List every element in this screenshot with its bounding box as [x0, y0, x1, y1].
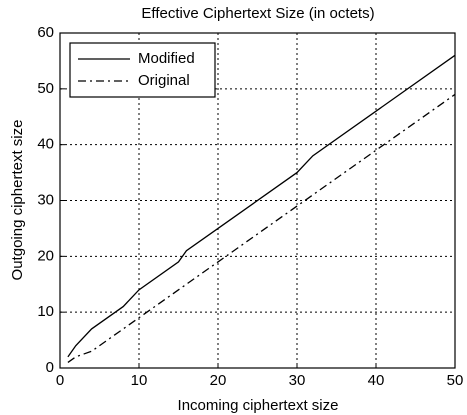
x-tick-label: 30 [289, 372, 306, 389]
y-tick-label: 40 [37, 136, 54, 153]
x-tick-label: 50 [447, 372, 464, 389]
y-tick-label: 30 [37, 191, 54, 208]
x-tick-label: 40 [368, 372, 385, 389]
legend-label: Original [138, 72, 190, 89]
x-tick-label: 10 [131, 372, 148, 389]
legend-label: Modified [138, 50, 195, 67]
x-tick-label: 0 [56, 372, 64, 389]
y-tick-label: 10 [37, 303, 54, 320]
y-tick-label: 0 [46, 359, 54, 376]
series-line [67, 93, 456, 363]
y-axis-label: Outgoing ciphertext size [9, 120, 26, 281]
plot-frame [59, 32, 456, 369]
y-tick-label: 20 [37, 247, 54, 264]
chart-title: Effective Ciphertext Size (in octets) [141, 5, 374, 22]
x-axis-label: Incoming ciphertext size [178, 397, 339, 414]
y-tick-label: 60 [37, 24, 54, 41]
legend-box [69, 42, 216, 98]
series-line [67, 54, 456, 358]
y-tick-label: 50 [37, 80, 54, 97]
x-tick-label: 20 [210, 372, 227, 389]
